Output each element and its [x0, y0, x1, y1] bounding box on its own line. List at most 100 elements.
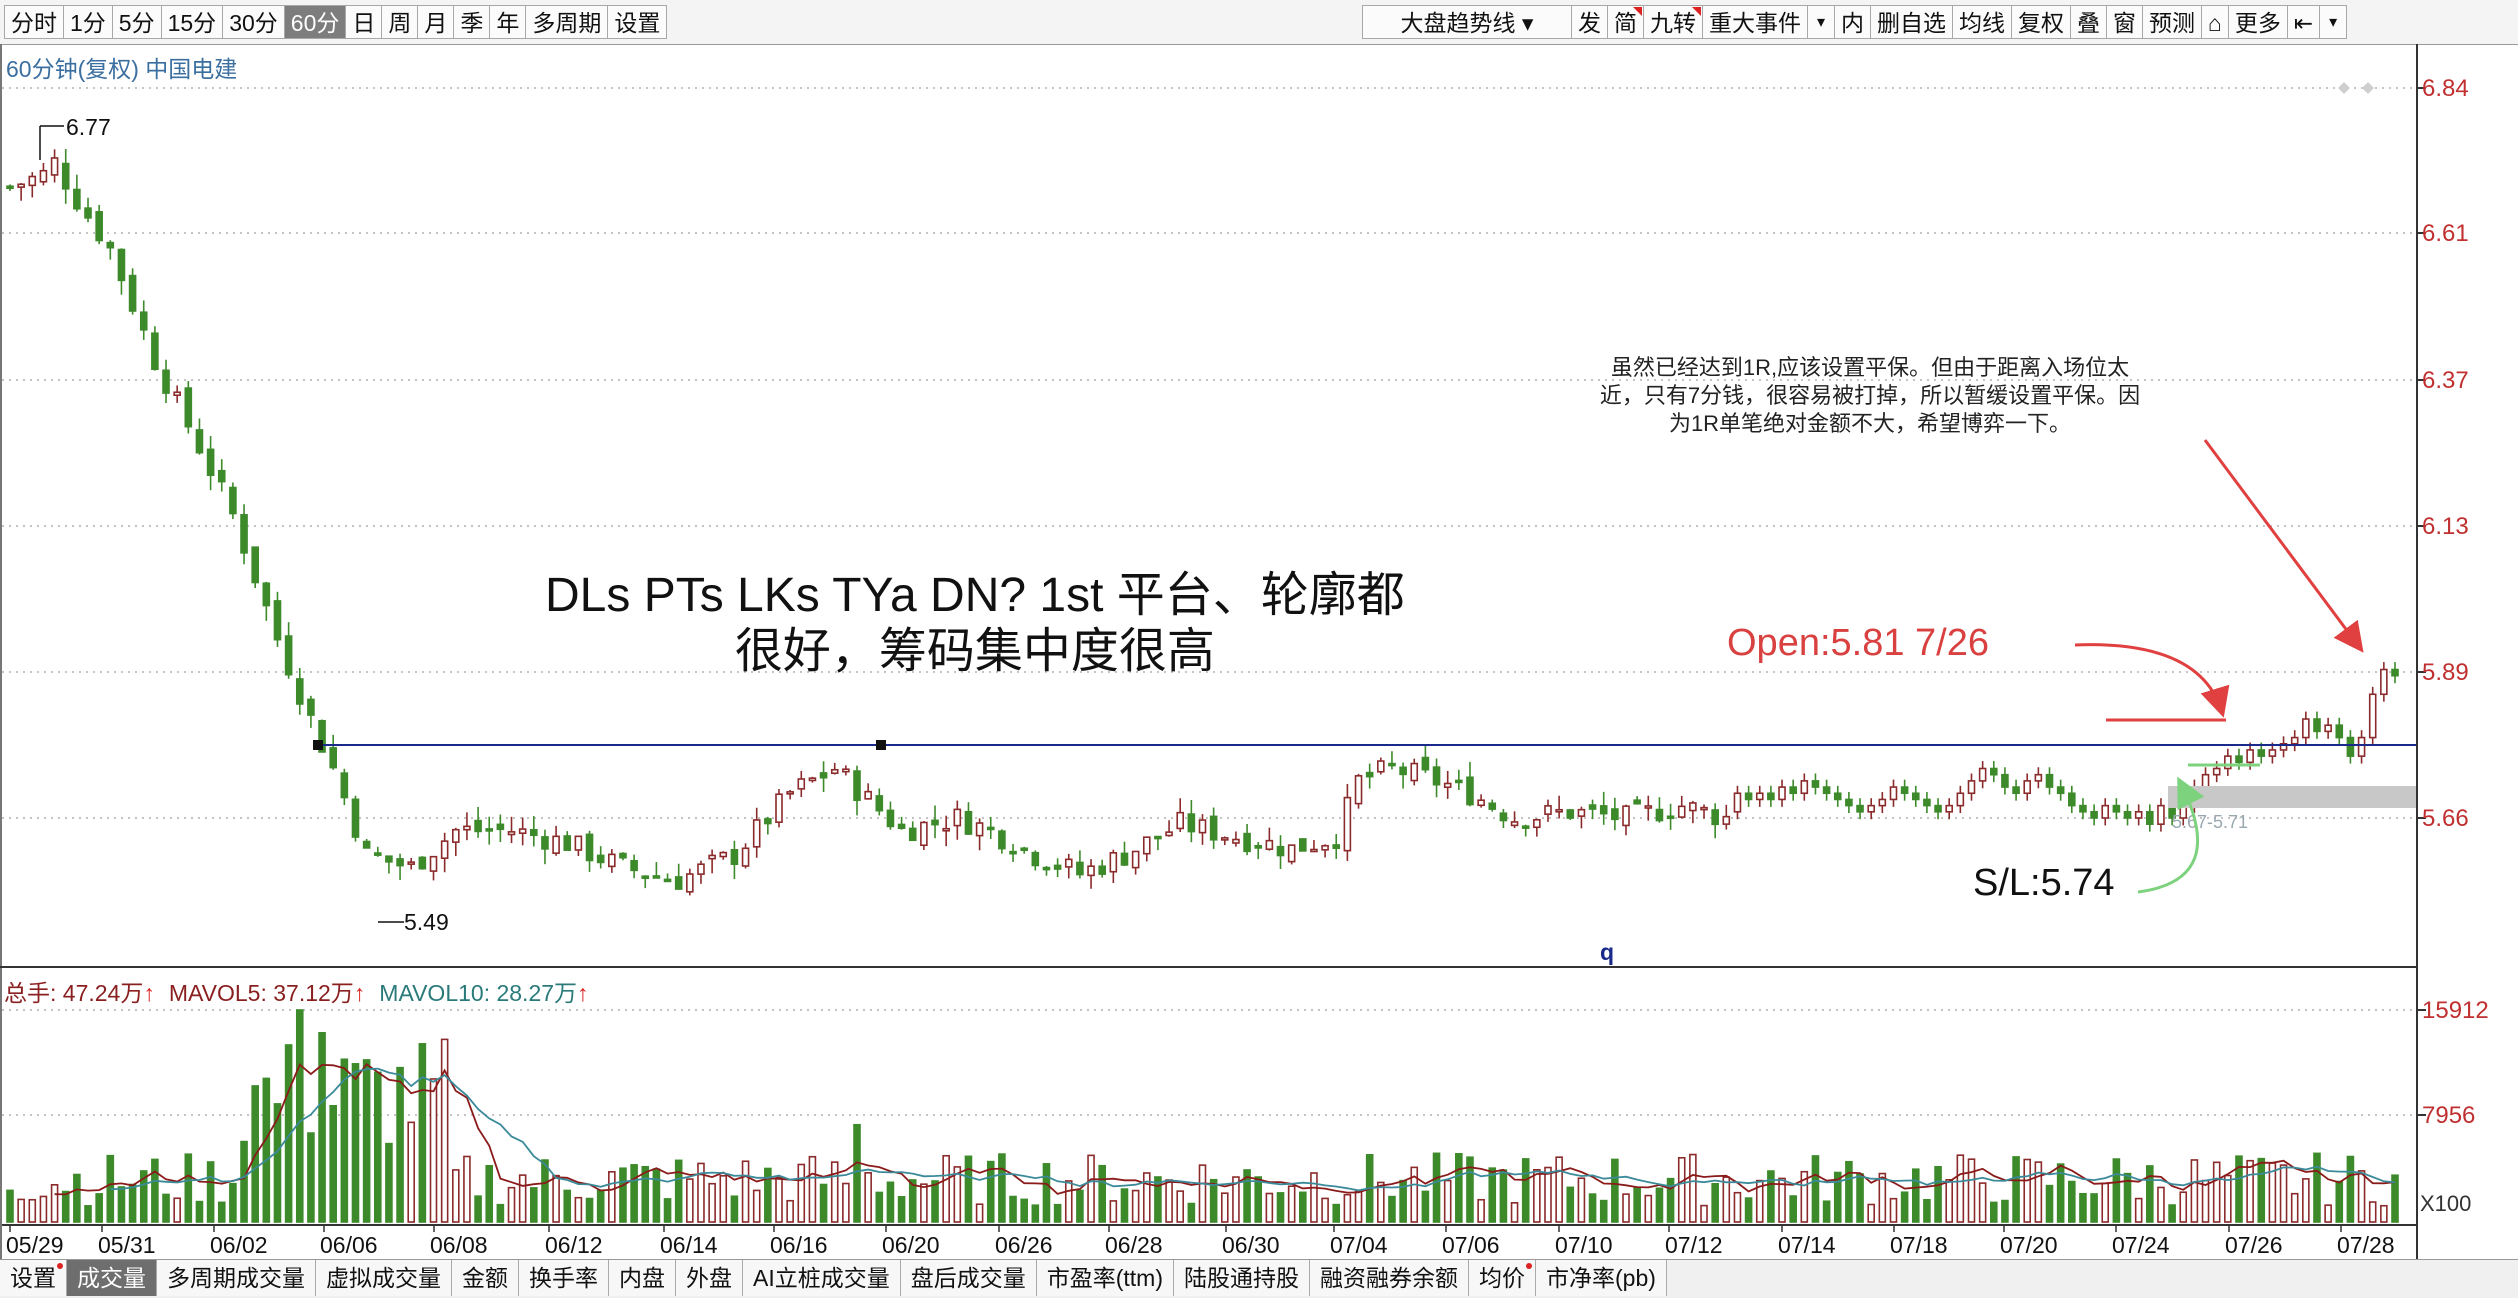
indicator-tab-9[interactable]: 盘后成交量: [900, 1260, 1037, 1296]
volume-bar-down: [2012, 1156, 2020, 1223]
trend-line-select[interactable]: 大盘趋势线 ▾: [1362, 5, 1572, 39]
indicator-tab-10[interactable]: 市盈率(ttm): [1036, 1260, 1174, 1296]
candle-down: [886, 809, 895, 828]
candle-up: [1343, 796, 1352, 852]
volume-bar-down: [1655, 1187, 1664, 1223]
period-button-5[interactable]: 60分: [283, 5, 347, 39]
candle-up: [2246, 749, 2254, 764]
period-button-1[interactable]: 1分: [63, 5, 113, 39]
volume-bar-up: [2302, 1178, 2310, 1223]
period-button-6[interactable]: 日: [345, 5, 383, 39]
platform-annotation-line2: 很好，筹码集中度很高: [734, 625, 1215, 678]
candle-down: [998, 830, 1006, 850]
candle-up: [2224, 755, 2232, 770]
period-button-4[interactable]: 30分: [222, 5, 285, 39]
breakeven-note: 虽然已经达到1R,应该设置平保。但由于距离入场位太近，只有7分钱，很容易被打掉，…: [1599, 355, 2141, 436]
volume-bar-down: [875, 1191, 884, 1223]
candle-down: [908, 827, 917, 842]
volume-bar-down: [273, 1103, 282, 1223]
volume-bar-down: [998, 1153, 1006, 1223]
indicator-tab-14[interactable]: 市净率(pb): [1536, 1260, 1667, 1296]
tool-button-1[interactable]: 简: [1607, 5, 1644, 39]
volume-bar-down: [1923, 1199, 1931, 1223]
indicator-tab-6[interactable]: 内盘: [609, 1260, 676, 1296]
indicator-tab-12[interactable]: 融资融券余额: [1310, 1260, 1469, 1296]
cursor-marker: q: [1600, 939, 1614, 965]
indicator-tab-2[interactable]: 多周期成交量: [157, 1260, 316, 1296]
candle-up: [2201, 773, 2210, 788]
period-button-9[interactable]: 季: [453, 5, 491, 39]
period-button-12[interactable]: 设置: [607, 5, 668, 39]
volume-bar-up: [1176, 1190, 1185, 1223]
candle-up: [1377, 760, 1385, 773]
tool-button-2[interactable]: 九转: [1643, 5, 1703, 39]
candle-down: [1031, 851, 1040, 867]
indicator-tab-7[interactable]: 外盘: [676, 1260, 743, 1296]
volume-bar-down: [619, 1167, 627, 1223]
candle-up: [1778, 786, 1786, 801]
tool-button-11[interactable]: ⌂: [2201, 5, 2229, 39]
period-button-2[interactable]: 5分: [111, 5, 162, 39]
volume-bar-up: [518, 1174, 527, 1223]
tool-button-7[interactable]: 复权: [2011, 5, 2071, 39]
indicator-tab-1[interactable]: 成交量: [67, 1260, 157, 1296]
candle-up: [1142, 836, 1151, 855]
volume-bar-up: [1644, 1194, 1653, 1223]
candle-up: [2157, 804, 2165, 825]
period-button-11[interactable]: 多周期: [525, 5, 609, 39]
candle-up: [697, 863, 705, 875]
volume-bar-down: [1020, 1198, 1028, 1223]
volume-bar-up: [2157, 1186, 2165, 1223]
candle-down: [496, 823, 505, 831]
candle-down: [61, 162, 70, 190]
indicator-tab-3[interactable]: 虚拟成交量: [316, 1260, 452, 1296]
volume-bar-up: [2134, 1197, 2143, 1223]
volume-bar-up: [1410, 1166, 1419, 1223]
candle-down: [1845, 798, 1853, 807]
indicator-tab-0[interactable]: 设置: [0, 1260, 67, 1296]
volume-bar-down: [1856, 1173, 1864, 1223]
candle-up: [1967, 780, 1976, 795]
indicator-tab-4[interactable]: 金额: [452, 1260, 519, 1296]
tool-button-4[interactable]: 内: [1834, 5, 1871, 39]
tool-buttons: 大盘趋势线 ▾ 发简九转 重大事件 ▾ 内删自选 均线 复权叠窗预测 ⌂ 更多 ⇤ ▾: [1362, 5, 2348, 39]
volume-bar-down: [908, 1179, 917, 1223]
volume-bar-down: [1822, 1200, 1831, 1223]
volume-bar-up: [686, 1178, 694, 1223]
volume-bar-down: [2123, 1172, 2132, 1223]
candle-down: [1811, 780, 1820, 788]
tool-button-10[interactable]: 预测: [2142, 5, 2202, 39]
candle-down: [1923, 798, 1931, 807]
period-button-7[interactable]: 周: [381, 5, 419, 39]
candle-up: [842, 768, 850, 773]
candle-up: [574, 835, 583, 851]
period-button-10[interactable]: 年: [489, 5, 527, 39]
volume-bar-down: [340, 1058, 349, 1223]
platform-annotation-line1: DLs PTs LKs TYa DN? 1st 平台、轮廓都: [545, 569, 1405, 622]
indicator-tab-8[interactable]: AI立桩成交量: [743, 1260, 901, 1296]
tool-button-12[interactable]: 更多: [2227, 5, 2288, 39]
candle-down: [619, 852, 627, 859]
candle-up: [1722, 815, 1731, 825]
candle-down: [2313, 718, 2321, 733]
volume-bar-up: [507, 1186, 516, 1223]
indicator-tab-11[interactable]: 陆股通持股: [1174, 1260, 1310, 1296]
candle-down: [1254, 844, 1263, 849]
volume-bar-down: [262, 1077, 271, 1223]
candle-down: [251, 546, 259, 584]
more-dropdown-arrow-icon[interactable]: ▾: [2319, 5, 2348, 39]
indicator-tab-13[interactable]: 均价: [1469, 1260, 1536, 1296]
tool-button-5[interactable]: 删自选: [1870, 5, 1953, 39]
volume-bar-down: [652, 1168, 661, 1223]
candle-up: [1878, 798, 1887, 807]
candle-up: [1755, 792, 1764, 801]
period-button-8[interactable]: 月: [417, 5, 455, 39]
candle-up: [1677, 805, 1686, 818]
volume-bar-up: [975, 1203, 984, 1223]
event-dropdown-arrow-icon[interactable]: ▾: [1807, 5, 1835, 39]
period-button-0[interactable]: 分时: [4, 5, 64, 39]
indicator-tab-5[interactable]: 换手率: [519, 1260, 609, 1296]
candle-down: [1588, 804, 1597, 810]
volume-bar-up: [1321, 1197, 1329, 1223]
